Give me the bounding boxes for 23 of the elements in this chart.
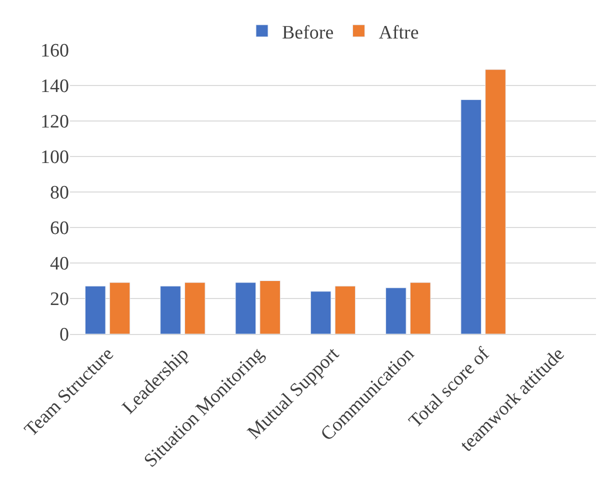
bar [160, 286, 181, 334]
y-tick-label: 160 [40, 40, 69, 62]
bar [184, 282, 206, 334]
y-tick-label: 100 [40, 147, 69, 168]
bar [109, 282, 130, 334]
bar [485, 69, 506, 334]
bar [260, 280, 280, 334]
bar [235, 282, 256, 334]
bar [310, 291, 332, 334]
bar [386, 288, 406, 334]
y-tick-label: 0 [60, 324, 69, 346]
bar [410, 282, 431, 334]
y-tick-label: 140 [40, 76, 69, 98]
y-tick-label: 20 [50, 289, 69, 310]
y-tick-label: 120 [40, 112, 69, 133]
bar [84, 286, 106, 334]
y-tick-label: 40 [50, 254, 69, 275]
bar [460, 99, 482, 334]
y-tick-label: 80 [50, 182, 69, 204]
legend-label: Aftre [378, 22, 419, 44]
bar [334, 286, 356, 334]
y-tick-label: 60 [50, 218, 69, 240]
legend-label: Before [282, 22, 334, 44]
